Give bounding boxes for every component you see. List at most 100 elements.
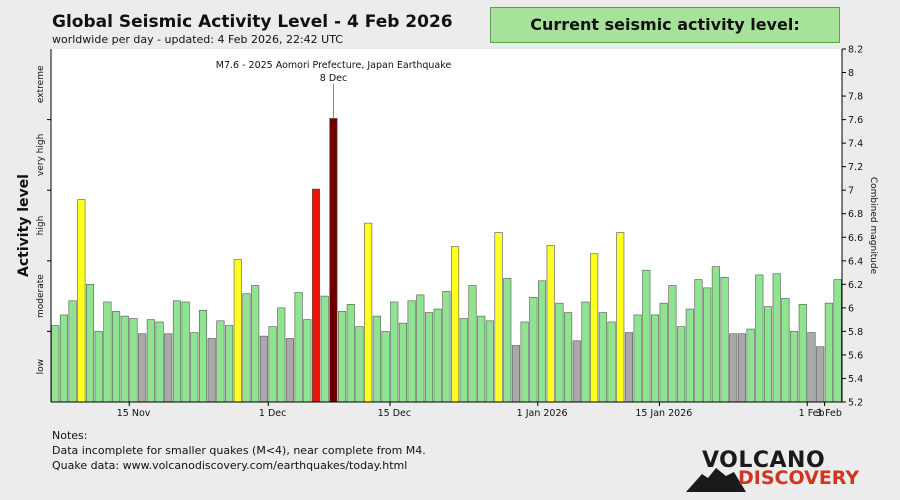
y2-tick-label: 6	[848, 303, 854, 314]
bar-jan-13	[642, 269, 651, 403]
bar-dec-11	[355, 326, 364, 403]
bar-dec-18	[416, 294, 425, 403]
bar-dec-21	[442, 291, 451, 403]
bar-dec-13	[372, 315, 381, 403]
bar-jan-8	[598, 312, 607, 403]
y2-tick-label: 6.2	[848, 280, 863, 291]
bar-nov-22	[190, 332, 199, 403]
bar-jan-28	[772, 273, 781, 403]
y2-tick-label: 7.2	[848, 162, 863, 173]
bar-dec-22	[451, 246, 460, 403]
bar-dec-27	[494, 232, 503, 403]
x-tick-label: 1 Dec	[259, 408, 286, 419]
bar-jan-21	[711, 266, 720, 403]
bar-dec-24	[468, 285, 477, 403]
bar-jan-22	[720, 276, 729, 403]
bar-nov-23	[198, 309, 208, 403]
y2-tick-label: 5.6	[848, 350, 863, 361]
notes-source: Quake data: www.volcanodiscovery.com/ear…	[52, 459, 408, 472]
bar-jan-5	[572, 340, 581, 403]
level-label: extreme	[36, 65, 46, 103]
bar-nov-13	[112, 311, 121, 403]
y2-tick-label: 6.4	[848, 256, 863, 267]
bar-nov-17	[146, 319, 155, 403]
bar-dec-3	[285, 338, 294, 403]
bar-jan-4	[564, 312, 573, 403]
bar-nov-14	[120, 315, 129, 403]
bar-jan-10	[616, 232, 625, 403]
bar-dec-8	[329, 118, 338, 403]
bar-jan-29	[781, 298, 790, 403]
bar-dec-5	[303, 319, 312, 403]
y2-tick-label: 5.8	[848, 327, 863, 338]
y2-tick-label: 6.8	[848, 209, 863, 220]
bar-jan-2	[546, 245, 555, 403]
bar-nov-24	[207, 338, 216, 403]
bar-dec-15	[390, 301, 399, 403]
y2-tick-label: 7.6	[848, 115, 863, 126]
logo-text-top: VOLCANO	[702, 448, 826, 473]
bar-nov-27	[233, 259, 242, 403]
bar-nov-26	[225, 325, 234, 403]
y2-tick-label: 5.4	[848, 374, 863, 385]
y2-tick-label: 6.6	[848, 233, 863, 244]
bar-dec-1	[268, 326, 277, 403]
bar-jan-24	[737, 333, 746, 403]
y2-tick-label: 7	[848, 186, 854, 197]
x-tick-label: 15 Nov	[117, 408, 151, 419]
bar-nov-25	[216, 320, 225, 403]
axes-group: M7.6 - 2025 Aomori Prefecture, Japan Ear…	[16, 45, 878, 420]
bar-nov-29	[251, 285, 260, 403]
y2-tick-label: 8	[848, 68, 854, 79]
bar-jan-23	[729, 333, 738, 403]
bar-nov-16	[138, 333, 147, 403]
bar-nov-30	[259, 335, 268, 403]
bar-dec-19	[424, 312, 434, 403]
chart-title: Global Seismic Activity Level - 4 Feb 20…	[52, 12, 453, 32]
bar-dec-6	[311, 188, 321, 403]
bar-dec-2	[277, 307, 286, 403]
bar-dec-9	[338, 311, 347, 403]
bar-dec-29	[511, 345, 520, 403]
bar-feb-1	[807, 332, 816, 403]
y-axis-title: Activity level	[16, 174, 32, 277]
bar-feb-4	[833, 279, 842, 403]
level-label: very high	[36, 134, 46, 176]
bar-nov-11	[94, 331, 103, 403]
bar-jan-3	[555, 302, 564, 403]
annotation-text: M7.6 - 2025 Aomori Prefecture, Japan Ear…	[216, 60, 452, 71]
bar-jan-18	[685, 308, 694, 403]
y2-tick-label: 8.2	[848, 45, 863, 56]
bar-dec-23	[459, 318, 468, 403]
bar-feb-2	[816, 346, 825, 403]
volcanodiscovery-logo: VOLCANO DISCOVERY	[686, 448, 859, 492]
notes-completeness: Data incomplete for smaller quakes (M<4)…	[52, 444, 426, 457]
bar-dec-20	[433, 308, 442, 403]
bar-dec-17	[407, 300, 416, 403]
level-label: moderate	[36, 274, 46, 318]
bar-jan-14	[650, 314, 660, 403]
bar-dec-12	[364, 222, 373, 403]
bar-jan-31	[798, 304, 807, 403]
bar-dec-4	[294, 292, 303, 403]
bar-nov-10	[85, 284, 95, 403]
notes: Notes: Data incomplete for smaller quake…	[52, 428, 426, 473]
bar-nov-21	[181, 301, 190, 403]
bar-dec-14	[381, 331, 390, 403]
notes-heading: Notes:	[52, 429, 88, 442]
bar-jan-19	[694, 279, 703, 403]
bar-dec-16	[398, 322, 407, 403]
volcano-icon	[686, 468, 746, 492]
x-tick-label: 3 Feb	[816, 408, 842, 419]
bar-nov-18	[155, 321, 164, 403]
bar-jan-26	[755, 274, 764, 403]
level-label: low	[36, 359, 46, 374]
bar-dec-31	[529, 296, 538, 403]
y2-axis-title: Combined magnitude	[868, 177, 878, 275]
bar-jan-20	[703, 287, 712, 403]
chart-subtitle: worldwide per day - updated: 4 Feb 2026,…	[52, 33, 343, 46]
bar-nov-9	[77, 199, 86, 403]
bar-jan-15	[659, 302, 668, 403]
bar-dec-26	[485, 320, 494, 403]
bar-nov-6	[51, 325, 60, 403]
